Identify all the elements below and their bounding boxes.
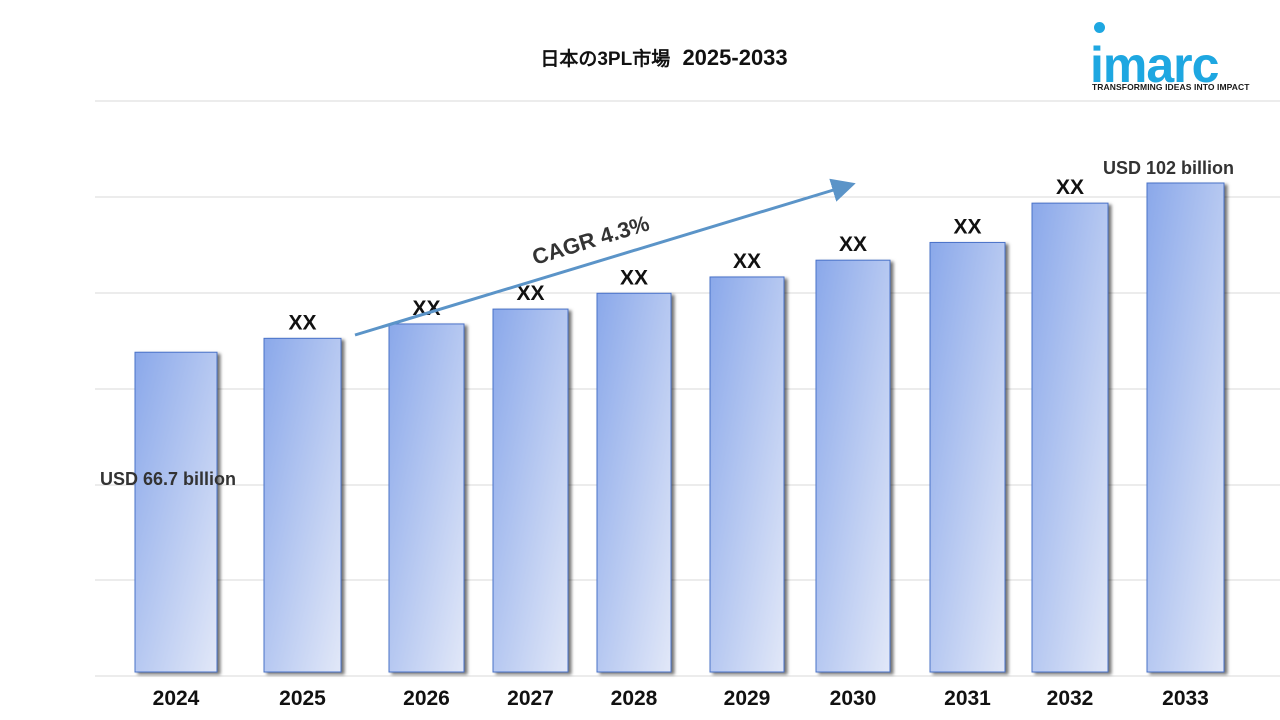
bar-2032 <box>1031 202 1109 673</box>
x-tick-2024: 2024 <box>153 687 200 710</box>
bar-2024 <box>134 351 218 673</box>
data-label-2030: XX <box>839 233 867 256</box>
data-label-2032: XX <box>1056 176 1084 199</box>
data-label-2027: XX <box>516 282 544 305</box>
end-value-annotation: USD 102 billion <box>1103 158 1234 178</box>
x-tick-2030: 2030 <box>830 687 877 710</box>
bar-2026 <box>388 323 465 673</box>
bars <box>134 182 1225 673</box>
start-value-annotation: USD 66.7 billion <box>100 469 236 489</box>
x-tick-2027: 2027 <box>507 687 554 710</box>
bar-2028 <box>596 292 672 673</box>
logo-dot-icon <box>1094 22 1105 33</box>
x-tick-2032: 2032 <box>1047 687 1094 710</box>
logo-wordmark: imarc <box>1090 37 1219 93</box>
imarc-logo: imarc TRANSFORMING IDEAS INTO IMPACT <box>1090 22 1265 94</box>
x-tick-2026: 2026 <box>403 687 450 710</box>
cagr-arrow <box>354 178 856 337</box>
data-label-2031: XX <box>953 215 981 238</box>
logo-tagline: TRANSFORMING IDEAS INTO IMPACT <box>1092 82 1250 92</box>
x-tick-2033: 2033 <box>1162 687 1209 710</box>
x-tick-2031: 2031 <box>944 687 991 710</box>
bar-2027 <box>492 308 569 673</box>
x-tick-2029: 2029 <box>724 687 771 710</box>
x-tick-2028: 2028 <box>611 687 658 710</box>
bar-2031 <box>929 241 1006 673</box>
bar-2029 <box>709 276 785 673</box>
bar-2025 <box>263 337 342 673</box>
bar-2030 <box>815 259 891 673</box>
data-label-2028: XX <box>620 266 648 289</box>
chart-title: 日本の3PL市場 2025-2033 <box>0 44 1280 71</box>
cagr-label: CAGR 4.3% <box>529 210 652 269</box>
data-label-2025: XX <box>288 311 316 334</box>
bar-2033 <box>1146 182 1225 673</box>
data-label-2029: XX <box>733 250 761 273</box>
chart-title-main: 日本の3PL市場 <box>540 49 671 70</box>
x-tick-2025: 2025 <box>279 687 326 710</box>
x-axis-ticks: 2024 2025 2026 2027 2028 2029 2030 2031 2032 2033 <box>153 687 1209 710</box>
chart-title-years: 2025-2033 <box>682 45 788 70</box>
